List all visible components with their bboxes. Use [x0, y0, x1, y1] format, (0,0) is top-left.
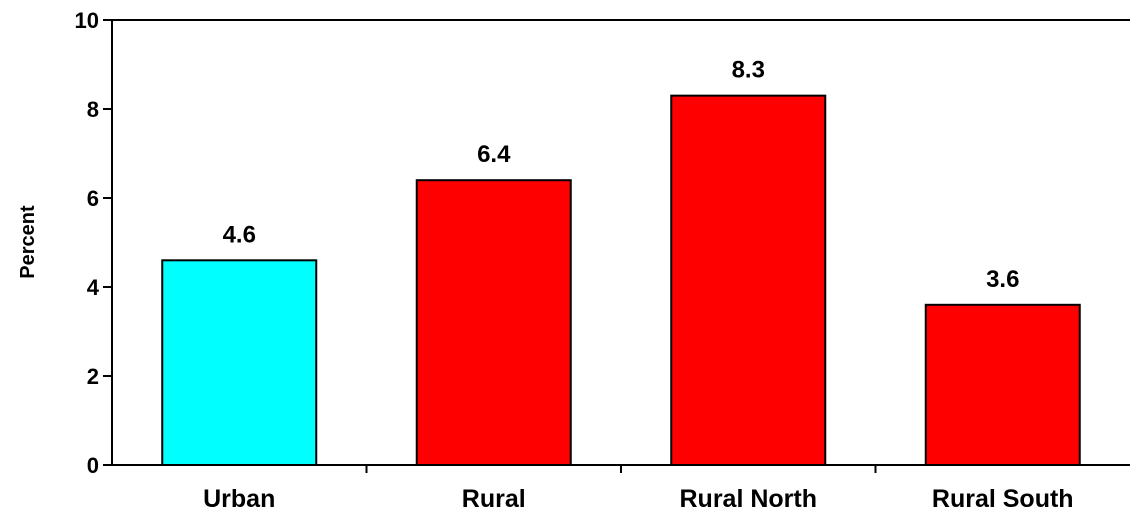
labels-layer: 4.6 Urban 6.4 Rural 8.3 Rural North 3.6 Rural S…	[75, 8, 1074, 513]
category-label-urban: Urban	[203, 485, 275, 513]
bar-urban	[161, 259, 318, 466]
data-label-rural: 6.4	[477, 141, 511, 168]
bar-rural	[415, 179, 572, 466]
y-tick-label-10: 10	[75, 8, 99, 33]
bar-rural-north	[670, 94, 827, 467]
category-label-rural-south: Rural South	[932, 485, 1074, 513]
bars-layer	[161, 94, 1081, 467]
y-tick-label-4: 4	[87, 275, 100, 300]
y-tick-label-0: 0	[87, 453, 99, 478]
data-label-rural-north: 8.3	[732, 57, 765, 84]
category-label-rural-north: Rural North	[680, 485, 818, 513]
category-label-rural: Rural	[462, 485, 526, 513]
y-tick-label-2: 2	[87, 364, 99, 389]
data-label-rural-south: 3.6	[986, 266, 1019, 293]
y-tick-label-8: 8	[87, 97, 99, 122]
axes-layer	[103, 19, 1130, 473]
y-tick-label-6: 6	[87, 186, 99, 211]
y-axis-title: Percent	[17, 205, 39, 279]
data-label-urban: 4.6	[223, 221, 256, 248]
bar-rural-south	[924, 303, 1081, 466]
